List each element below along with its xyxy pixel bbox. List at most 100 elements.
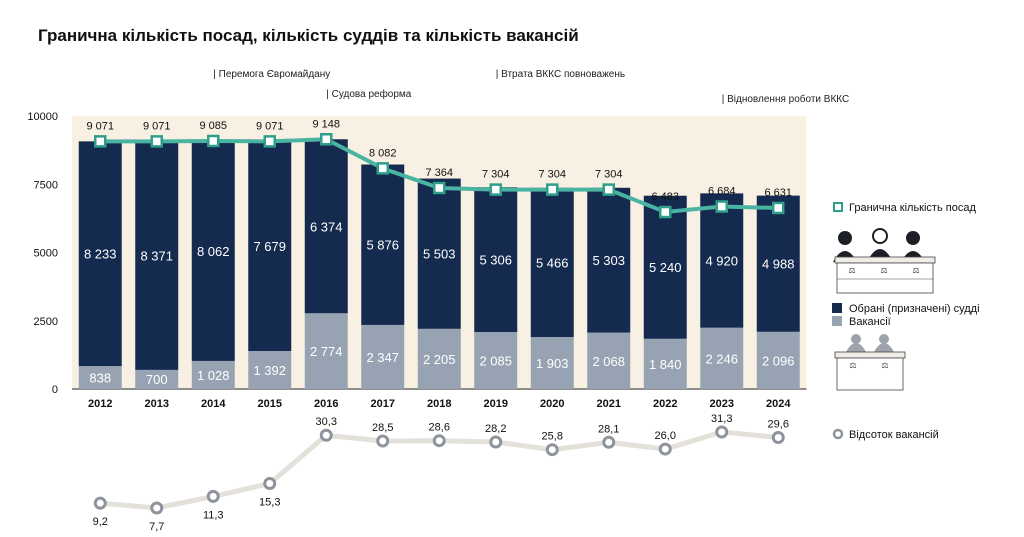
judge-head-icon [873,229,887,243]
x-tick-label: 2016 [314,398,338,410]
bar-vacancies [248,350,292,389]
judges-label: 5 306 [479,253,512,268]
vacancy-pct-label: 9,2 [93,516,108,528]
legend-judges-swatch [832,303,842,313]
bar-vacancies [530,337,574,389]
max-positions-label: 7 304 [538,169,566,181]
vacancy-pct-point [206,489,220,503]
max-positions-point [207,134,220,148]
bar-judges [417,178,461,329]
bar-judges [304,139,348,314]
y-tick-label: 10000 [27,111,58,123]
x-tick-label: 2012 [88,398,112,410]
max-positions-label: 6 631 [764,187,792,199]
bar-judges [78,141,122,367]
max-positions-label: 9 071 [86,120,114,132]
vacancy-pct-label: 25,8 [542,431,563,443]
judges-label: 8 062 [197,244,230,259]
vacancy-pct-point [602,435,616,449]
vacancy-pct-label: 30,3 [316,416,337,428]
bar-judges [587,187,631,333]
event-annotation: | Судова реформа [326,88,412,100]
legend-vacancies-swatch [832,316,842,326]
judges-label: 5 303 [592,253,625,268]
y-tick-label: 0 [52,384,58,396]
judges-label: 4 920 [705,254,738,269]
bar-vacancies [135,369,179,389]
bar-vacancies [361,324,405,389]
vacancy-pct-point [376,434,390,448]
vacancies-label: 2 085 [479,354,512,369]
absent-judge-icon [846,343,866,352]
event-annotation: | Втрата ВККС повноважень [496,69,625,80]
x-tick-label: 2018 [427,398,451,410]
x-tick-label: 2014 [201,398,226,410]
scales-icon: ⚖ [848,266,855,275]
max-positions-label: 9 071 [256,120,284,132]
vacancies-label: 1 392 [253,363,286,378]
vacancies-label: 1 028 [197,368,230,383]
x-tick-label: 2020 [540,398,564,410]
max-positions-point [602,183,615,196]
max-positions-line: 9 071 9 071 9 085 9 071 9 148 8 082 7 364 7 304… [86,118,792,219]
judges-label: 5 466 [536,255,569,270]
y-tick-label: 2500 [34,316,58,328]
absent-judge-head-icon [879,334,889,344]
bar-vacancies [700,327,744,389]
vacancy-pct-line: 9,2 7,7 11,3 15,3 30,3 28,5 28,6 28,2 25,8 28,1 26… [93,413,789,533]
max-positions-point [376,162,389,175]
bar-vacancies [587,332,631,389]
max-positions-point [150,135,163,148]
bar-vacancies [643,338,687,389]
vacancies-label: 1 903 [536,356,569,371]
max-positions-point [546,183,559,196]
max-positions-label: 6 684 [708,186,736,198]
bench-front-icon [836,357,904,391]
bar-judges [643,195,687,339]
x-tick-label: 2021 [597,398,621,410]
scales-icon: ⚖ [849,361,856,370]
legend-pct-swatch [832,428,844,440]
vacancies-label: 2 205 [423,352,456,367]
max-positions-label: 6 483 [651,191,679,203]
x-tick-label: 2024 [766,398,791,410]
max-positions-point [489,183,502,196]
judge-head-icon [906,231,920,245]
x-tick-label: 2017 [371,398,395,410]
judges-label: 6 374 [310,219,343,234]
max-positions-label: 9 085 [199,120,227,132]
max-positions-label: 9 071 [143,120,171,132]
vacancy-pct-point [432,434,446,448]
y-tick-label: 5000 [34,248,58,260]
judges-label: 4 988 [762,257,795,272]
bar-vacancies [756,331,800,389]
bar-vacancies [78,366,122,389]
x-tick-label: 2022 [653,398,677,410]
bar-vacancies [304,313,348,389]
bench-top-icon [834,256,936,264]
bench-top-icon [834,351,906,359]
max-positions-point [263,135,276,148]
judges-label: 7 679 [253,239,286,254]
vacancy-pct-label: 31,3 [711,413,732,425]
bar-judges [756,195,800,332]
judges-label: 8 233 [84,247,117,262]
bar-judges [135,141,179,370]
bar-vacancies [417,328,461,389]
max-positions-label: 7 364 [425,167,453,179]
x-tick-label: 2019 [484,398,508,410]
vacancy-pct-point [658,442,672,456]
event-annotation: | Відновлення роботи ВККС [722,93,849,105]
vacancies-label: 2 774 [310,344,343,359]
legend-max-swatch [833,202,843,212]
bar-judges [530,187,574,338]
vacancy-pct-point [263,477,277,491]
max-positions-point [772,201,785,215]
judge-head-icon [838,231,852,245]
vacancy-pct-label: 28,1 [598,423,619,435]
bar-judges [361,164,405,325]
legend: Гранична кількість посад Обрані (призначе… [832,202,980,441]
x-tick-label: 2013 [145,398,169,410]
vacancy-pct-point [93,496,107,510]
